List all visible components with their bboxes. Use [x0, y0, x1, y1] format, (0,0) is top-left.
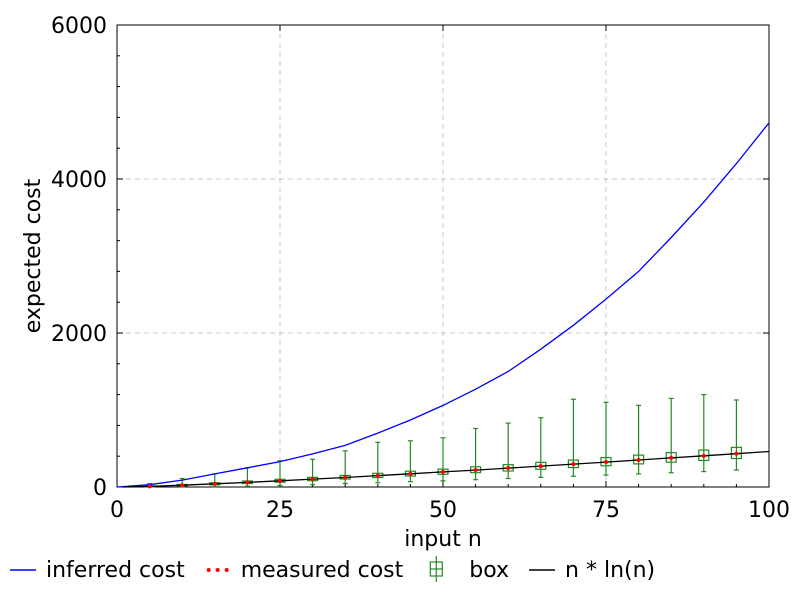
legend: inferred cost measured cost box n * ln(n) — [10, 556, 655, 583]
y-tick-label: 4000 — [51, 168, 107, 193]
grid — [117, 25, 769, 487]
measured-point — [701, 453, 706, 458]
axis-ticks: 0 25 50 75 100 0 2000 4000 6000 — [51, 14, 790, 523]
measured-point — [375, 473, 380, 478]
legend-swatch-measured-cost — [224, 568, 229, 572]
measured-point — [604, 460, 608, 465]
measured-point — [310, 477, 315, 482]
measured-point — [734, 451, 739, 456]
legend-label-box: box — [469, 558, 509, 583]
legend-label-inferred-cost: inferred cost — [46, 558, 185, 583]
measured-point — [636, 457, 641, 462]
measured-point — [441, 469, 445, 474]
legend-label-measured-cost: measured cost — [241, 558, 404, 583]
measured-point — [506, 466, 511, 471]
measured-point — [147, 484, 152, 489]
legend-swatch-measured-cost — [206, 568, 211, 572]
x-axis-label: input n — [404, 527, 482, 552]
measured-point — [343, 475, 348, 480]
measured-point — [212, 481, 217, 486]
x-tick-label: 100 — [748, 498, 790, 523]
measured-point — [408, 471, 413, 476]
legend-swatch-measured-cost — [215, 568, 220, 572]
legend-label-n-ln-n-: n * ln(n) — [565, 558, 655, 583]
y-tick-label: 0 — [93, 476, 107, 501]
x-tick-label: 0 — [110, 498, 124, 523]
measured-point — [245, 480, 250, 485]
y-tick-label: 2000 — [51, 322, 107, 347]
series-layer — [116, 122, 770, 489]
x-tick-label: 50 — [429, 498, 457, 523]
x-tick-label: 25 — [266, 498, 294, 523]
measured-point — [180, 483, 185, 488]
measured-point — [571, 462, 576, 467]
y-axis-label: expected cost — [21, 178, 46, 333]
x-tick-label: 75 — [592, 498, 620, 523]
measured-point — [669, 455, 674, 460]
series-line-inferred-cost — [116, 122, 770, 488]
y-tick-label: 6000 — [51, 14, 107, 39]
measured-point — [538, 464, 543, 469]
measured-point — [473, 468, 478, 473]
measured-point — [278, 478, 282, 483]
